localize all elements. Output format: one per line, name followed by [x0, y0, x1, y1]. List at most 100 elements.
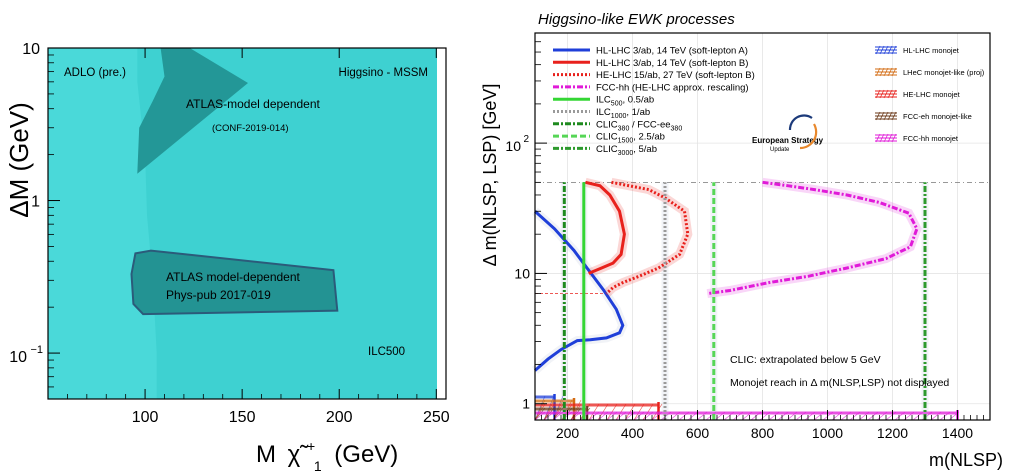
conf-label: (CONF-2019-014) [212, 123, 289, 134]
logo-text-line1: European Strategy [752, 136, 824, 145]
monojet-band-hatch [939, 411, 951, 421]
atlas-model-dependent-label: ATLAS-model dependent [186, 97, 321, 111]
mono-legend-label: LHeC monojet-like (proj) [903, 68, 985, 77]
x-tick-label: 800 [751, 425, 775, 441]
legend-label: ILC1000, 1/ab [596, 107, 650, 120]
x-tick-label: 200 [326, 409, 353, 426]
mono-legend-label: FCC-hh monojet [903, 134, 959, 143]
mono-swatch-hatch [879, 89, 885, 99]
x-tick-label: 400 [621, 425, 645, 441]
clic-note: CLIC: extrapolated below 5 GeV [730, 354, 881, 366]
monojet-band-hatch [723, 411, 735, 421]
mono-swatch-hatch [875, 67, 881, 77]
legend-label-suffix: , 0.5/ab [622, 95, 654, 106]
x-tick-label: 600 [686, 425, 710, 441]
xlabel-prefix: M [256, 441, 276, 468]
left-y-axis-label: ΔM (GeV) [4, 102, 34, 218]
monojet-band-hatch [732, 411, 744, 421]
mono-swatch-hatch [879, 45, 885, 55]
mono-swatch-hatch [887, 111, 893, 121]
legend-label-base: CLIC [596, 144, 618, 155]
monojet-band-hatch [858, 411, 870, 421]
mono-legend-label: HE-LHC monojet [903, 90, 961, 99]
legend-label: HE-LHC 15/ab, 27 TeV (soft-lepton B) [596, 70, 755, 81]
monojet-band-hatch [759, 411, 771, 421]
logo-arc-orange [799, 123, 818, 150]
mono-swatch-hatch [891, 111, 897, 121]
y-tick-label: 10 [514, 265, 530, 281]
y-tick-label: 1 [31, 194, 40, 211]
legend-label: CLIC3000, 5/ab [596, 144, 657, 157]
x-tick-label: 100 [132, 409, 159, 426]
mono-swatch-hatch [875, 133, 881, 143]
y-tick-label: 10 [22, 41, 40, 58]
plot-edge-strip [437, 48, 446, 399]
y-tick-exponent: 2 [523, 134, 529, 145]
mono-swatch-hatch [879, 111, 885, 121]
x-tick-label: 250 [423, 409, 450, 426]
right-chart-title: Higgsino-like EWK processes [538, 11, 735, 28]
xlabel-sup: + [307, 438, 315, 454]
monojet-band-hatch [912, 411, 924, 421]
monojet-band-hatch [741, 411, 753, 421]
monojet-note: Monojet reach in Δ m(NLSP,LSP) not displ… [730, 377, 949, 389]
monojet-band-hatch [606, 411, 618, 421]
legend-label-suffix: / FCC-ee [629, 119, 670, 130]
monojet-band-hatch [696, 411, 708, 421]
excluded-region-light [48, 48, 157, 399]
y-tick-label: 10 [505, 138, 521, 154]
right-grid [535, 33, 990, 420]
x-tick-label: 150 [229, 409, 256, 426]
mono-swatch-hatch [887, 133, 893, 143]
series-line [533, 210, 625, 372]
mono-swatch-hatch [887, 89, 893, 99]
monojet-band-hatch [840, 411, 852, 421]
legend-label-sub: 380 [671, 125, 683, 132]
mono-legend-label: HL-LHC monojet [903, 46, 960, 55]
mono-swatch-hatch [891, 133, 897, 143]
legend-label: FCC-hh (HE-LHC approx. rescaling) [596, 82, 749, 93]
monojet-band-hatch [930, 411, 942, 421]
monojet-band-hatch [813, 411, 825, 421]
legend-label-sub: 380 [618, 125, 630, 132]
mono-swatch-hatch [883, 67, 889, 77]
monojet-band-hatch [534, 411, 546, 421]
mono-swatch-hatch [883, 89, 889, 99]
series-line [707, 180, 919, 296]
mono-swatch-hatch [875, 89, 881, 99]
legend-label-base: CLIC [596, 119, 618, 130]
legend-label: CLIC1500, 2.5/ab [596, 132, 665, 145]
legend-label-sub: 3000 [618, 150, 634, 157]
atlas-physpub-region [130, 249, 339, 316]
monojet-band-hatch [849, 411, 861, 421]
x-tick-label: 1000 [812, 425, 843, 441]
monojet-band-hatch [651, 411, 663, 421]
monojet-band-hatch [543, 411, 555, 421]
x-tick-label: 1400 [942, 425, 973, 441]
atlas-model-dependent-region [137, 48, 248, 174]
ilc500-label: ILC500 [368, 346, 405, 358]
mono-swatch-hatch [887, 45, 893, 55]
legend-label: HL-LHC 3/ab, 14 TeV (soft-lepton B) [596, 58, 748, 69]
logo-text-line2: Update [770, 147, 790, 153]
x-tick-label: 200 [556, 425, 580, 441]
mono-swatch-hatch [887, 67, 893, 77]
mono-swatch-hatch [875, 111, 881, 121]
physpub-line2: Phys-pub 2017-019 [166, 288, 271, 302]
monojet-band-hatch [777, 411, 789, 421]
series-line [585, 180, 626, 275]
legend-label-base: CLIC [596, 132, 618, 143]
monojet-band-hatch [570, 411, 582, 421]
mono-swatch-hatch [883, 45, 889, 55]
monojet-band-hatch [795, 411, 807, 421]
monojet-band-hatch [804, 411, 816, 421]
monojet-band-hatch [624, 411, 636, 421]
monojet-band-hatch [876, 411, 888, 421]
mono-legend-label: FCC-eh monojet-like [903, 112, 972, 121]
legend-label-sub: 1500 [618, 138, 634, 145]
right-legend: HL-LHC 3/ab, 14 TeV (soft-lepton A)HL-LH… [553, 46, 755, 157]
y-tick-label: 10 [9, 349, 27, 366]
physpub-line1: ATLAS model-dependent [166, 270, 301, 284]
